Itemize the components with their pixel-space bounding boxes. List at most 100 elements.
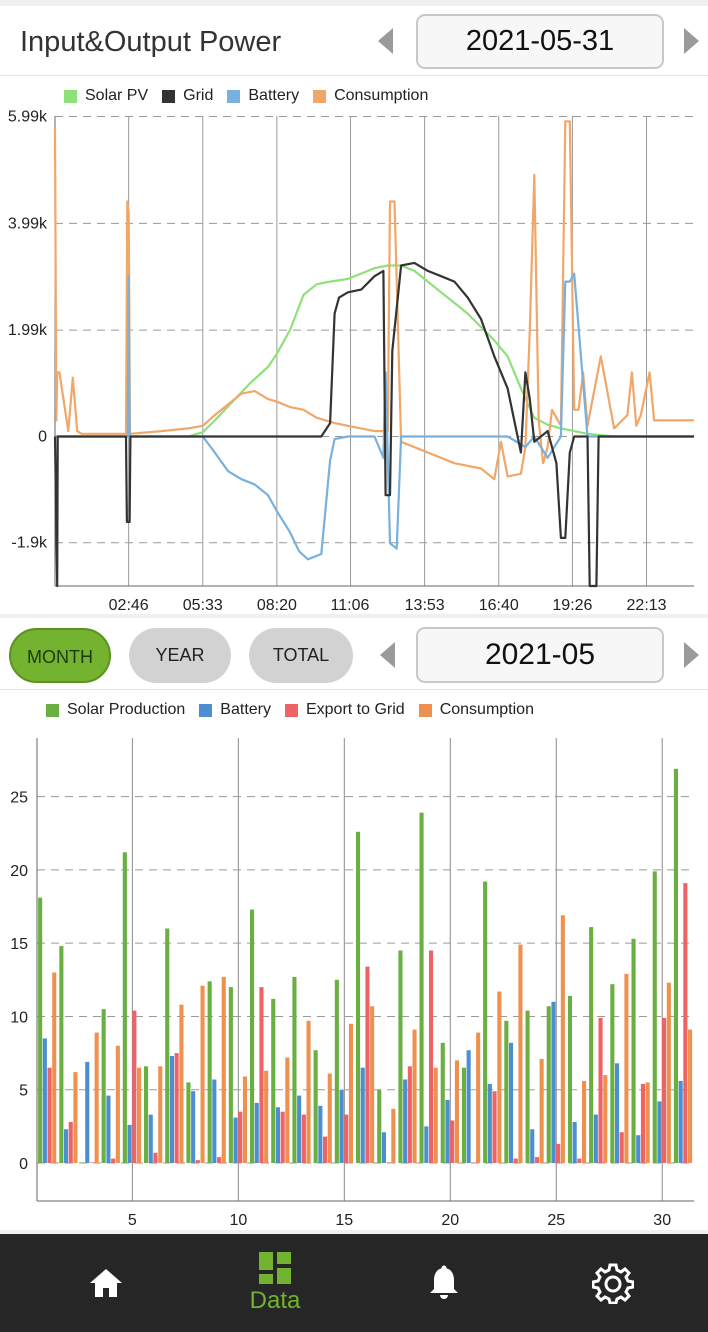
bar-solar-production[interactable] bbox=[589, 927, 594, 1163]
bar-battery[interactable] bbox=[85, 1061, 90, 1163]
bar-solar-production[interactable] bbox=[525, 1010, 530, 1163]
bar-battery[interactable] bbox=[360, 1067, 365, 1163]
bar-export-to-grid[interactable] bbox=[450, 1120, 455, 1164]
bar-battery[interactable] bbox=[42, 1038, 47, 1163]
bar-export-to-grid[interactable] bbox=[153, 1152, 158, 1163]
bar-battery[interactable] bbox=[593, 1114, 598, 1163]
bar-solar-production[interactable] bbox=[567, 995, 572, 1163]
bar-consumption[interactable] bbox=[645, 1082, 650, 1163]
bar-export-to-grid[interactable] bbox=[471, 1162, 476, 1163]
bar-export-to-grid[interactable] bbox=[323, 1136, 328, 1163]
bar-solar-production[interactable] bbox=[334, 979, 339, 1163]
nav-settings[interactable] bbox=[573, 1234, 653, 1332]
bar-consumption[interactable] bbox=[73, 1072, 78, 1163]
bar-consumption[interactable] bbox=[285, 1057, 290, 1164]
bar-export-to-grid[interactable] bbox=[217, 1157, 222, 1163]
bar-battery[interactable] bbox=[403, 1079, 408, 1164]
bar-consumption[interactable] bbox=[518, 944, 523, 1163]
bar-export-to-grid[interactable] bbox=[598, 1017, 603, 1163]
bar-export-to-grid[interactable] bbox=[429, 950, 434, 1164]
bar-battery[interactable] bbox=[381, 1132, 386, 1163]
bar-solar-production[interactable] bbox=[652, 871, 657, 1163]
energy-legend-item[interactable]: Export to Grid bbox=[284, 701, 405, 719]
bar-consumption[interactable] bbox=[539, 1058, 544, 1163]
power-legend-item[interactable]: Solar PV bbox=[64, 87, 148, 105]
bar-solar-production[interactable] bbox=[546, 1006, 551, 1163]
bar-battery[interactable] bbox=[254, 1102, 259, 1163]
bar-battery[interactable] bbox=[615, 1063, 620, 1163]
bar-solar-production[interactable] bbox=[80, 1162, 85, 1163]
bar-export-to-grid[interactable] bbox=[365, 966, 370, 1163]
bar-export-to-grid[interactable] bbox=[301, 1114, 306, 1163]
bar-consumption[interactable] bbox=[624, 973, 629, 1163]
bar-consumption[interactable] bbox=[497, 991, 502, 1164]
bar-battery[interactable] bbox=[530, 1129, 535, 1163]
next-period-button[interactable] bbox=[684, 642, 699, 668]
bar-solar-production[interactable] bbox=[250, 909, 255, 1164]
bar-battery[interactable] bbox=[148, 1114, 153, 1163]
bar-solar-production[interactable] bbox=[144, 1066, 149, 1163]
power-legend-item[interactable]: Consumption bbox=[313, 87, 428, 105]
bar-solar-production[interactable] bbox=[165, 928, 170, 1164]
bar-consumption[interactable] bbox=[115, 1045, 120, 1163]
bar-battery[interactable] bbox=[636, 1135, 641, 1163]
energy-legend-item[interactable]: Consumption bbox=[418, 701, 534, 719]
nav-notifications[interactable] bbox=[404, 1234, 484, 1332]
bar-battery[interactable] bbox=[487, 1083, 492, 1163]
total-tab[interactable]: TOTAL bbox=[249, 628, 353, 683]
date-selector[interactable]: 2021-05-31 bbox=[416, 14, 664, 69]
bar-solar-production[interactable] bbox=[292, 976, 297, 1163]
bar-solar-production[interactable] bbox=[504, 1020, 509, 1163]
bar-consumption[interactable] bbox=[412, 1029, 417, 1163]
bar-consumption[interactable] bbox=[179, 1004, 184, 1163]
bar-battery[interactable] bbox=[297, 1095, 302, 1163]
bar-battery[interactable] bbox=[445, 1100, 450, 1163]
period-selector[interactable]: 2021-05 bbox=[416, 627, 664, 683]
bar-solar-production[interactable] bbox=[356, 831, 361, 1163]
bar-battery[interactable] bbox=[339, 1089, 344, 1163]
bar-export-to-grid[interactable] bbox=[407, 1066, 412, 1163]
bar-consumption[interactable] bbox=[476, 1032, 481, 1163]
prev-date-button[interactable] bbox=[378, 28, 393, 54]
bar-consumption[interactable] bbox=[666, 982, 671, 1163]
bar-export-to-grid[interactable] bbox=[556, 1143, 561, 1163]
bar-consumption[interactable] bbox=[242, 1076, 247, 1164]
bar-battery[interactable] bbox=[657, 1101, 662, 1163]
bar-solar-production[interactable] bbox=[313, 1050, 318, 1163]
bar-battery[interactable] bbox=[275, 1107, 280, 1163]
bar-export-to-grid[interactable] bbox=[513, 1158, 518, 1163]
bar-export-to-grid[interactable] bbox=[640, 1083, 645, 1163]
bar-export-to-grid[interactable] bbox=[577, 1158, 582, 1163]
bar-consumption[interactable] bbox=[200, 985, 205, 1163]
bar-export-to-grid[interactable] bbox=[238, 1111, 243, 1163]
bar-consumption[interactable] bbox=[94, 1032, 99, 1163]
bar-export-to-grid[interactable] bbox=[195, 1160, 200, 1163]
bar-solar-production[interactable] bbox=[398, 950, 403, 1164]
bar-consumption[interactable] bbox=[603, 1075, 608, 1163]
bar-export-to-grid[interactable] bbox=[619, 1132, 624, 1163]
prev-period-button[interactable] bbox=[380, 642, 395, 668]
bar-solar-production[interactable] bbox=[419, 812, 424, 1163]
bar-export-to-grid[interactable] bbox=[534, 1157, 539, 1163]
bar-consumption[interactable] bbox=[264, 1070, 269, 1163]
bar-solar-production[interactable] bbox=[186, 1082, 191, 1163]
bar-battery[interactable] bbox=[106, 1095, 111, 1163]
bar-consumption[interactable] bbox=[137, 1067, 142, 1163]
bar-battery[interactable] bbox=[169, 1056, 174, 1163]
bar-export-to-grid[interactable] bbox=[47, 1067, 52, 1163]
bar-export-to-grid[interactable] bbox=[492, 1091, 497, 1163]
bar-consumption[interactable] bbox=[433, 1067, 438, 1163]
bar-battery[interactable] bbox=[466, 1050, 471, 1163]
bar-solar-production[interactable] bbox=[38, 897, 43, 1163]
bar-solar-production[interactable] bbox=[631, 938, 636, 1163]
bar-battery[interactable] bbox=[572, 1122, 577, 1163]
bar-solar-production[interactable] bbox=[377, 1089, 382, 1163]
bar-consumption[interactable] bbox=[370, 1006, 375, 1163]
bar-battery[interactable] bbox=[318, 1105, 323, 1163]
bar-solar-production[interactable] bbox=[673, 768, 678, 1163]
bar-battery[interactable] bbox=[64, 1129, 69, 1163]
bar-solar-production[interactable] bbox=[440, 1042, 445, 1163]
bar-battery[interactable] bbox=[191, 1091, 196, 1163]
bar-export-to-grid[interactable] bbox=[386, 1162, 391, 1163]
energy-legend-item[interactable]: Battery bbox=[199, 701, 271, 719]
